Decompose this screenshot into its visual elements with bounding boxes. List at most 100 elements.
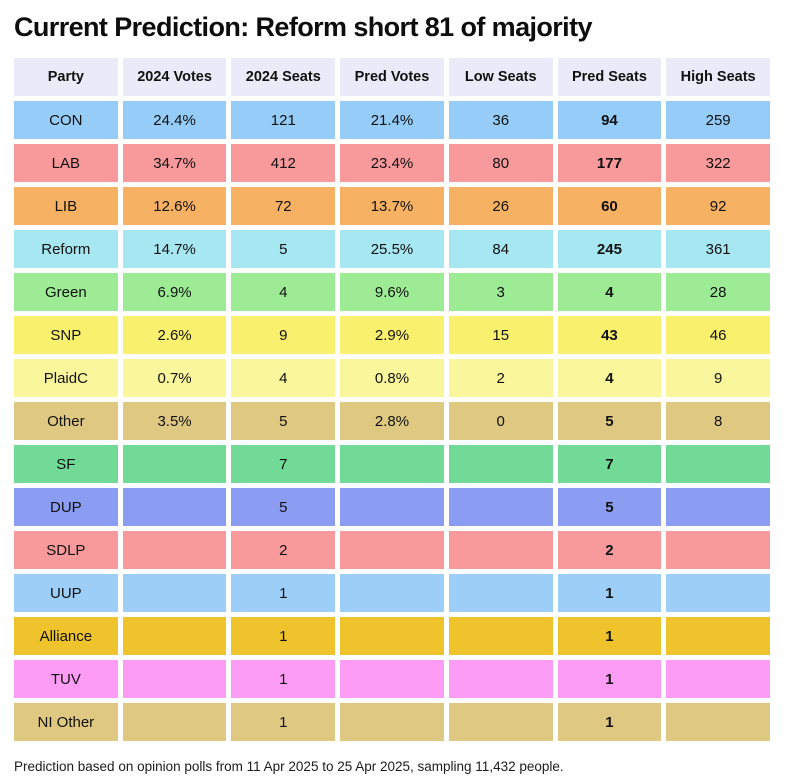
value-cell-pred-seats: 4 xyxy=(557,359,662,397)
value-cell-2024-votes: 0.7% xyxy=(122,359,227,397)
value-cell-pred-seats: 5 xyxy=(557,488,662,526)
value-cell-2024-votes xyxy=(122,617,227,655)
value-cell-2024-seats: 121 xyxy=(231,101,336,139)
party-cell: NI Other xyxy=(14,703,118,741)
party-cell: SNP xyxy=(14,316,118,354)
party-cell: Reform xyxy=(14,230,118,268)
value-cell-high-seats xyxy=(666,531,770,569)
value-cell-pred-seats: 1 xyxy=(557,574,662,612)
value-cell-low-seats: 2 xyxy=(448,359,553,397)
value-cell-2024-votes xyxy=(122,488,227,526)
column-header-high-seats: High Seats xyxy=(666,58,770,96)
value-cell-high-seats: 322 xyxy=(666,144,770,182)
party-cell: PlaidC xyxy=(14,359,118,397)
prediction-table: Party 2024 Votes 2024 Seats Pred Votes Low S… xyxy=(14,58,770,741)
value-cell-high-seats: 8 xyxy=(666,402,770,440)
party-cell: CON xyxy=(14,101,118,139)
value-cell-high-seats xyxy=(666,703,770,741)
column-header-party: Party xyxy=(14,58,118,96)
value-cell-low-seats xyxy=(448,574,553,612)
value-cell-pred-votes: 2.9% xyxy=(340,316,444,354)
value-cell-pred-votes xyxy=(340,660,444,698)
party-cell: LAB xyxy=(14,144,118,182)
value-cell-2024-votes: 12.6% xyxy=(122,187,227,225)
value-cell-high-seats: 46 xyxy=(666,316,770,354)
value-cell-pred-votes xyxy=(340,617,444,655)
value-cell-2024-votes xyxy=(122,574,227,612)
value-cell-low-seats xyxy=(448,531,553,569)
value-cell-2024-seats: 4 xyxy=(231,273,336,311)
value-cell-2024-votes: 6.9% xyxy=(122,273,227,311)
value-cell-2024-seats: 1 xyxy=(231,660,336,698)
value-cell-pred-seats: 245 xyxy=(557,230,662,268)
value-cell-pred-seats: 5 xyxy=(557,402,662,440)
value-cell-2024-seats: 1 xyxy=(231,703,336,741)
value-cell-low-seats: 15 xyxy=(448,316,553,354)
value-cell-pred-votes: 21.4% xyxy=(340,101,444,139)
party-cell: UUP xyxy=(14,574,118,612)
value-cell-high-seats xyxy=(666,574,770,612)
value-cell-low-seats xyxy=(448,445,553,483)
value-cell-high-seats: 259 xyxy=(666,101,770,139)
value-cell-pred-votes xyxy=(340,574,444,612)
value-cell-2024-seats: 5 xyxy=(231,402,336,440)
value-cell-2024-seats: 7 xyxy=(231,445,336,483)
value-cell-pred-seats: 60 xyxy=(557,187,662,225)
value-cell-low-seats: 36 xyxy=(448,101,553,139)
value-cell-2024-votes: 14.7% xyxy=(122,230,227,268)
value-cell-2024-seats: 412 xyxy=(231,144,336,182)
value-cell-low-seats xyxy=(448,488,553,526)
value-cell-2024-votes xyxy=(122,531,227,569)
value-cell-2024-votes: 34.7% xyxy=(122,144,227,182)
party-cell: SF xyxy=(14,445,118,483)
value-cell-pred-seats: 1 xyxy=(557,617,662,655)
party-cell: Green xyxy=(14,273,118,311)
value-cell-pred-votes: 2.8% xyxy=(340,402,444,440)
value-cell-high-seats: 92 xyxy=(666,187,770,225)
value-cell-low-seats: 26 xyxy=(448,187,553,225)
value-cell-pred-votes: 25.5% xyxy=(340,230,444,268)
column-header-pred-votes: Pred Votes xyxy=(340,58,444,96)
value-cell-pred-votes: 23.4% xyxy=(340,144,444,182)
value-cell-high-seats: 361 xyxy=(666,230,770,268)
value-cell-2024-seats: 1 xyxy=(231,574,336,612)
value-cell-2024-votes xyxy=(122,703,227,741)
column-header-pred-seats: Pred Seats xyxy=(557,58,662,96)
value-cell-pred-seats: 1 xyxy=(557,703,662,741)
value-cell-2024-votes xyxy=(122,445,227,483)
value-cell-high-seats: 28 xyxy=(666,273,770,311)
value-cell-pred-votes xyxy=(340,531,444,569)
party-cell: DUP xyxy=(14,488,118,526)
column-header-2024-votes: 2024 Votes xyxy=(122,58,227,96)
value-cell-high-seats xyxy=(666,445,770,483)
value-cell-2024-votes: 24.4% xyxy=(122,101,227,139)
value-cell-2024-votes xyxy=(122,660,227,698)
value-cell-high-seats xyxy=(666,617,770,655)
value-cell-pred-votes xyxy=(340,488,444,526)
value-cell-low-seats: 0 xyxy=(448,402,553,440)
value-cell-pred-seats: 94 xyxy=(557,101,662,139)
party-cell: TUV xyxy=(14,660,118,698)
value-cell-pred-seats: 43 xyxy=(557,316,662,354)
value-cell-low-seats: 80 xyxy=(448,144,553,182)
value-cell-pred-votes xyxy=(340,445,444,483)
value-cell-low-seats xyxy=(448,660,553,698)
value-cell-2024-votes: 3.5% xyxy=(122,402,227,440)
party-cell: Other xyxy=(14,402,118,440)
column-header-2024-seats: 2024 Seats xyxy=(231,58,336,96)
value-cell-2024-seats: 72 xyxy=(231,187,336,225)
value-cell-2024-seats: 4 xyxy=(231,359,336,397)
value-cell-2024-seats: 1 xyxy=(231,617,336,655)
party-cell: LIB xyxy=(14,187,118,225)
value-cell-high-seats xyxy=(666,488,770,526)
value-cell-pred-votes: 0.8% xyxy=(340,359,444,397)
value-cell-pred-seats: 7 xyxy=(557,445,662,483)
value-cell-2024-seats: 2 xyxy=(231,531,336,569)
party-cell: SDLP xyxy=(14,531,118,569)
value-cell-2024-seats: 5 xyxy=(231,230,336,268)
value-cell-pred-seats: 2 xyxy=(557,531,662,569)
value-cell-pred-seats: 4 xyxy=(557,273,662,311)
value-cell-pred-seats: 177 xyxy=(557,144,662,182)
column-header-low-seats: Low Seats xyxy=(448,58,553,96)
